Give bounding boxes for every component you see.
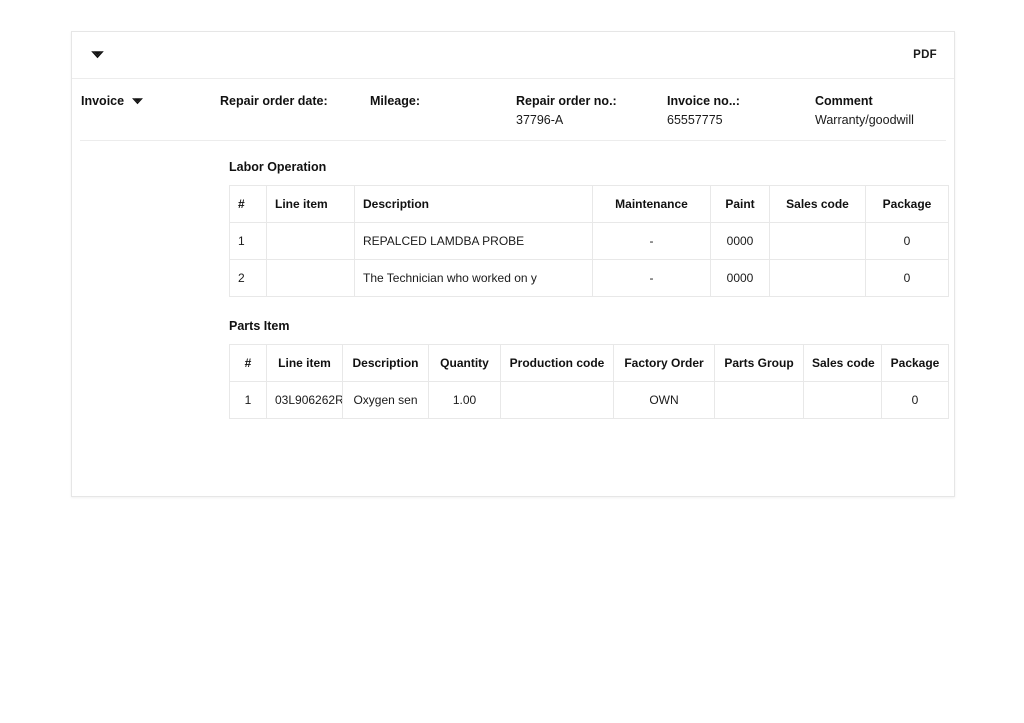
- comment-value: Warranty/goodwill: [815, 113, 914, 127]
- invoice-info-row: Invoice Repair order date: Mileage:: [72, 79, 954, 141]
- labor-operation-section: Labor Operation # Line item Description …: [229, 160, 954, 297]
- labor-col-package: Package: [865, 185, 949, 223]
- cell-maintenance: -: [592, 222, 711, 260]
- cell-description: REPALCED LAMDBA PROBE: [354, 222, 593, 260]
- mileage-value: [370, 111, 516, 130]
- info-invoice-no: Invoice no..: 65557775: [667, 92, 815, 130]
- parts-item-section: Parts Item # Line item Description Quant…: [229, 319, 954, 419]
- info-repair-order-no: Repair order no.: 37796-A: [516, 92, 667, 130]
- labor-col-paint: Paint: [710, 185, 770, 223]
- parts-col-quantity: Quantity: [428, 344, 501, 382]
- info-invoice: Invoice: [72, 92, 220, 130]
- labor-col-num: #: [229, 185, 267, 223]
- cell-description: Oxygen sen: [342, 381, 429, 419]
- pdf-button[interactable]: PDF: [913, 49, 937, 61]
- invoice-no-value: 65557775: [667, 113, 723, 127]
- repair-order-no-label: Repair order no.:: [516, 94, 617, 108]
- mileage-label: Mileage:: [370, 94, 421, 108]
- parts-col-package: Package: [881, 344, 949, 382]
- invoice-value: [81, 111, 220, 130]
- cell-parts-group: [714, 381, 804, 419]
- info-comment: Comment Warranty/goodwill: [815, 92, 955, 130]
- invoice-card: PDF Invoice Repair order date:: [71, 31, 955, 497]
- cell-paint: 0000: [710, 259, 770, 297]
- cell-sales-code: [803, 381, 882, 419]
- cell-production-code: [500, 381, 614, 419]
- card-body: Labor Operation # Line item Description …: [72, 141, 954, 419]
- labor-operation-title: Labor Operation: [229, 160, 327, 174]
- invoice-label: Invoice: [81, 94, 125, 108]
- cell-package: 0: [865, 222, 949, 260]
- cell-line-item: [266, 222, 355, 260]
- repair-order-date-value: [220, 111, 370, 130]
- info-divider: [80, 140, 946, 141]
- cell-description: The Technician who worked on y: [354, 259, 593, 297]
- labor-col-desc: Description: [354, 185, 593, 223]
- cell-paint: 0000: [710, 222, 770, 260]
- info-repair-order-date: Repair order date:: [220, 92, 370, 130]
- parts-col-desc: Description: [342, 344, 429, 382]
- cell-line-item: [266, 259, 355, 297]
- cell-num: 1: [229, 222, 267, 260]
- cell-quantity: 1.00: [428, 381, 501, 419]
- table-row: 2 The Technician who worked on y - 0000 …: [229, 259, 949, 297]
- cell-package: 0: [881, 381, 949, 419]
- cell-num: 2: [229, 259, 267, 297]
- chevron-down-icon[interactable]: [86, 44, 108, 66]
- table-row: 1 REPALCED LAMDBA PROBE - 0000 0: [229, 222, 949, 260]
- cell-line-item: 03L906262R: [266, 381, 343, 419]
- parts-col-production-code: Production code: [500, 344, 614, 382]
- labor-col-line: Line item: [266, 185, 355, 223]
- info-mileage: Mileage:: [370, 92, 516, 130]
- cell-maintenance: -: [592, 259, 711, 297]
- parts-col-sales-code: Sales code: [803, 344, 882, 382]
- cell-sales-code: [769, 222, 866, 260]
- chevron-down-icon: [131, 97, 144, 106]
- cell-factory-order: OWN: [613, 381, 715, 419]
- parts-item-table: # Line item Description Quantity Product…: [229, 344, 949, 419]
- parts-item-title: Parts Item: [229, 319, 290, 333]
- invoice-no-label: Invoice no..:: [667, 94, 740, 108]
- table-header-row: # Line item Description Quantity Product…: [229, 344, 949, 382]
- cell-package: 0: [865, 259, 949, 297]
- card-toolbar: PDF: [72, 32, 954, 79]
- labor-col-sales-code: Sales code: [769, 185, 866, 223]
- parts-col-num: #: [229, 344, 267, 382]
- comment-label: Comment: [815, 94, 873, 108]
- cell-sales-code: [769, 259, 866, 297]
- labor-operation-table: # Line item Description Maintenance Pain…: [229, 185, 949, 297]
- parts-col-line: Line item: [266, 344, 343, 382]
- parts-col-parts-group: Parts Group: [714, 344, 804, 382]
- table-row: 1 03L906262R Oxygen sen 1.00 OWN 0: [229, 381, 949, 419]
- table-header-row: # Line item Description Maintenance Pain…: [229, 185, 949, 223]
- invoice-dropdown[interactable]: Invoice: [81, 92, 144, 111]
- cell-num: 1: [229, 381, 267, 419]
- repair-order-date-label: Repair order date:: [220, 94, 328, 108]
- labor-col-maintenance: Maintenance: [592, 185, 711, 223]
- repair-order-no-value: 37796-A: [516, 113, 564, 127]
- parts-col-factory-order: Factory Order: [613, 344, 715, 382]
